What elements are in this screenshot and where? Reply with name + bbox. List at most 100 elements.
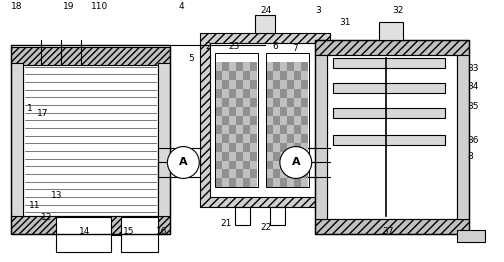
Bar	[301, 134, 308, 143]
Bar	[287, 143, 294, 151]
Bar	[236, 151, 243, 161]
Bar	[236, 62, 243, 71]
Bar	[222, 71, 229, 80]
Bar	[243, 98, 250, 107]
Bar	[266, 89, 273, 98]
Bar	[273, 89, 280, 98]
Bar	[273, 98, 280, 107]
Bar	[215, 53, 258, 187]
Bar	[280, 161, 287, 170]
Bar	[294, 107, 301, 116]
Bar	[287, 98, 294, 107]
Bar	[273, 62, 280, 71]
Bar	[229, 151, 236, 161]
Text: 13: 13	[51, 191, 62, 200]
Bar	[236, 71, 243, 80]
Bar	[229, 170, 236, 178]
Bar	[301, 89, 308, 98]
Bar	[236, 134, 243, 143]
Bar	[280, 116, 287, 125]
Bar	[215, 143, 222, 151]
Bar	[294, 116, 301, 125]
Bar	[215, 80, 222, 89]
Bar	[301, 178, 308, 187]
Bar	[266, 125, 273, 134]
Bar	[294, 178, 301, 187]
Bar	[287, 125, 294, 134]
Bar	[222, 125, 229, 134]
Bar	[287, 151, 294, 161]
Bar	[243, 151, 250, 161]
Bar	[215, 161, 222, 170]
Bar	[236, 143, 243, 151]
Bar	[314, 219, 469, 234]
Bar	[266, 53, 309, 187]
Bar	[250, 80, 257, 89]
Bar	[333, 58, 445, 68]
Bar	[222, 116, 229, 125]
Bar	[294, 80, 301, 89]
Bar	[11, 216, 170, 234]
Bar	[250, 107, 257, 116]
Bar	[294, 134, 301, 143]
Bar	[236, 170, 243, 178]
Bar	[243, 143, 250, 151]
Bar	[222, 178, 229, 187]
Text: A: A	[179, 157, 187, 167]
Bar	[222, 62, 229, 71]
Bar	[243, 71, 250, 80]
Bar	[250, 62, 257, 71]
Bar	[229, 116, 236, 125]
Text: 3: 3	[316, 6, 322, 15]
Bar	[294, 89, 301, 98]
Text: 14: 14	[79, 227, 90, 236]
Bar	[222, 89, 229, 98]
Bar	[215, 98, 222, 107]
Bar	[235, 207, 250, 225]
Bar	[327, 55, 457, 219]
Bar	[215, 170, 222, 178]
Bar	[222, 151, 229, 161]
Bar	[457, 55, 469, 219]
Bar	[301, 161, 308, 170]
Bar	[287, 170, 294, 178]
Bar	[243, 89, 250, 98]
Text: A: A	[291, 157, 300, 167]
Text: 1: 1	[27, 104, 33, 113]
Bar	[243, 107, 250, 116]
Text: 32: 32	[392, 6, 404, 15]
Bar	[270, 207, 285, 225]
Bar	[287, 71, 294, 80]
Bar	[215, 89, 222, 98]
Bar	[243, 161, 250, 170]
Bar	[273, 170, 280, 178]
Text: 6: 6	[272, 42, 278, 51]
Bar	[266, 178, 273, 187]
Bar	[266, 71, 273, 80]
Bar	[287, 116, 294, 125]
Bar	[280, 71, 287, 80]
Bar	[229, 134, 236, 143]
Bar	[215, 178, 222, 187]
Text: 2: 2	[205, 42, 211, 51]
Bar	[23, 63, 158, 216]
Bar	[280, 107, 287, 116]
Bar	[301, 116, 308, 125]
Bar	[301, 143, 308, 151]
Bar	[280, 143, 287, 151]
Bar	[280, 62, 287, 71]
Bar	[294, 98, 301, 107]
Bar	[236, 107, 243, 116]
Bar	[301, 62, 308, 71]
Bar	[273, 116, 280, 125]
Bar	[294, 143, 301, 151]
Bar	[229, 98, 236, 107]
Text: 11: 11	[29, 201, 41, 210]
Text: 31: 31	[340, 18, 351, 27]
Bar	[287, 134, 294, 143]
Bar	[229, 143, 236, 151]
Bar	[11, 47, 170, 65]
Text: 24: 24	[260, 6, 271, 15]
Text: 12: 12	[41, 213, 52, 222]
Bar	[280, 170, 287, 178]
